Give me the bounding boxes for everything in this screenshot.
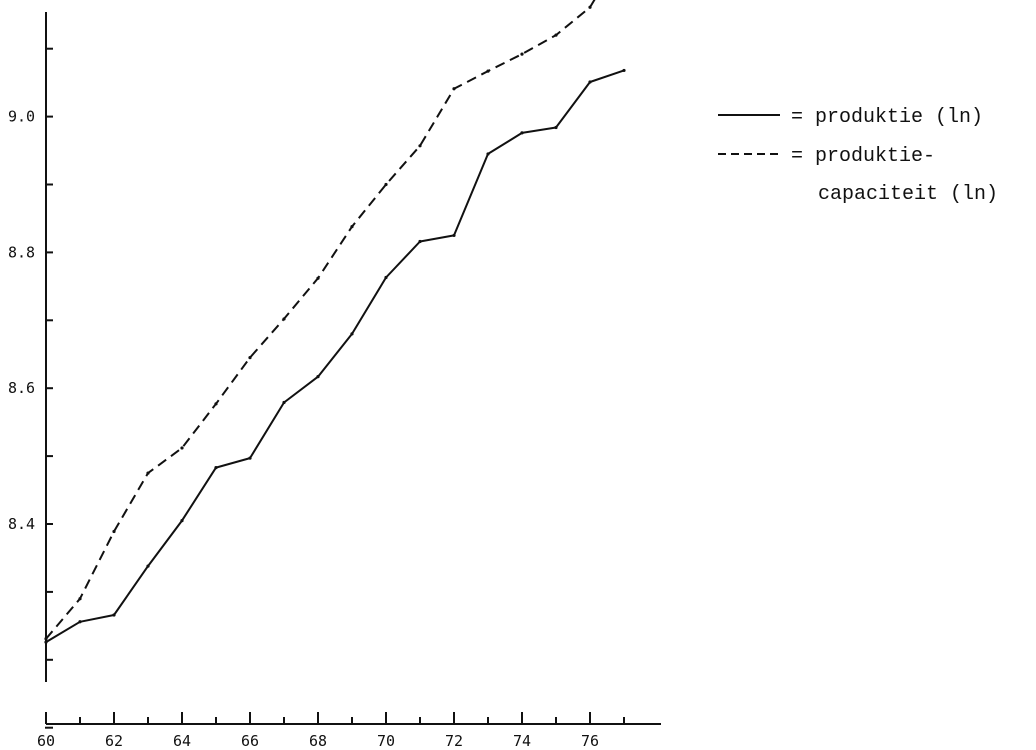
capacity-point [554, 33, 558, 37]
production-point [112, 613, 116, 617]
x-tick-label: 70 [377, 732, 395, 750]
production-point [146, 564, 150, 568]
production-point [554, 125, 558, 130]
capacity-point [180, 446, 184, 450]
legend-solid-label: = produktie (ln) [791, 106, 983, 129]
production-line [45, 69, 625, 643]
production-point [78, 620, 82, 624]
capacity-point [112, 529, 116, 534]
production-point [44, 640, 48, 644]
production-point [588, 80, 592, 84]
y-tick-label: 8.8 [8, 243, 35, 261]
legend-dashed-label: = produktie- [791, 145, 935, 168]
production-point [248, 456, 252, 460]
production-point [486, 152, 490, 156]
x-tick-label: 68 [309, 732, 327, 750]
production-point [180, 519, 184, 523]
x-axis: 60 62 64 66 68 70 72 74 76 [37, 712, 661, 750]
x-tick-label: 62 [105, 732, 123, 750]
capacity-point [520, 52, 524, 56]
capacity-point [214, 402, 218, 406]
capacity-point [384, 182, 388, 187]
x-tick-label: 60 [37, 732, 55, 750]
y-tick-label: 8.6 [8, 379, 35, 397]
y-axis: 8.4 8.6 8.8 9.0 [8, 12, 53, 729]
y-tick-label: 8.4 [8, 515, 35, 533]
production-point [350, 332, 354, 336]
production-point [214, 466, 218, 470]
production-point [622, 68, 626, 73]
production-point [452, 233, 456, 238]
capacity-point [316, 276, 320, 280]
capacity-point [78, 597, 82, 601]
capacity-point [418, 144, 422, 148]
legend-dashed-label-line2: capaciteit (ln) [818, 183, 998, 206]
capacity-point [146, 471, 150, 475]
production-point [316, 375, 320, 379]
y-tick-label: 9.0 [8, 108, 35, 126]
capacity-point [44, 637, 48, 641]
x-tick-label: 72 [445, 732, 463, 750]
capacity-point [588, 5, 592, 9]
capacity-point [282, 317, 286, 321]
capacity-point [248, 356, 252, 360]
capacity-point [452, 87, 456, 91]
capacity-point [350, 224, 354, 229]
x-tick-label: 76 [581, 732, 599, 750]
production-point [282, 400, 286, 405]
legend: = produktie (ln) = produktie- capaciteit… [718, 106, 998, 206]
capacity-line [45, 0, 596, 640]
series-lines [44, 0, 626, 644]
production-point [384, 275, 388, 280]
x-tick-label: 74 [513, 732, 531, 750]
x-tick-label: 64 [173, 732, 191, 750]
production-point [418, 239, 422, 244]
x-tick-label: 66 [241, 732, 259, 750]
capacity-point [486, 69, 490, 73]
production-point [520, 131, 524, 135]
